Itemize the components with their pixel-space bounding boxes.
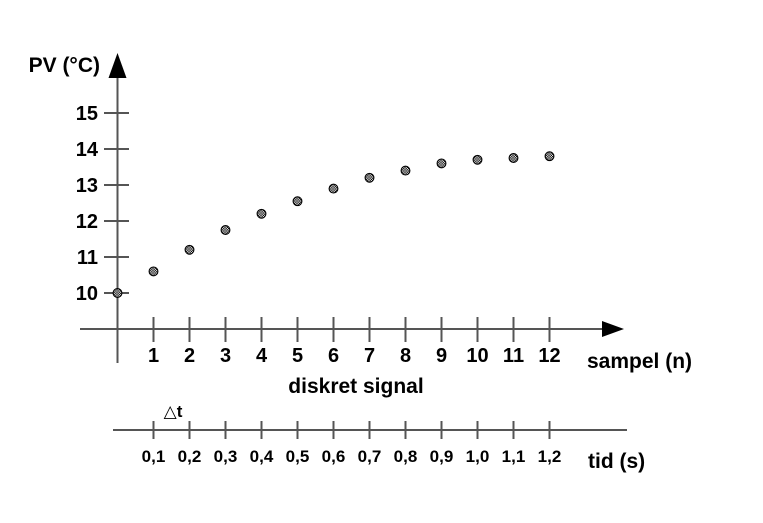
time-tick-label: 0,9	[430, 447, 454, 466]
time-tick-label: 0,3	[214, 447, 238, 466]
x-tick-label: 12	[538, 345, 560, 367]
x-tick-label: 7	[364, 345, 375, 367]
time-tick-label: 0,4	[250, 447, 274, 466]
time-tick-label: 0,5	[286, 447, 310, 466]
x-tick-label: 6	[328, 345, 339, 367]
data-point	[328, 183, 339, 194]
time-tick-label: 0,7	[358, 447, 382, 466]
time-tick-label: 1,0	[466, 447, 490, 466]
y-axis-arrowhead-icon	[108, 53, 127, 78]
x-tick-label: 4	[256, 345, 268, 367]
y-tick-label: 10	[76, 283, 98, 305]
x-tick-label: 1	[148, 345, 159, 367]
data-point	[220, 225, 231, 235]
data-point	[544, 151, 555, 162]
x-axis-title: sampel (n)	[587, 350, 692, 373]
data-point	[436, 158, 447, 169]
time-tick-label: 1,2	[538, 447, 562, 466]
data-point	[184, 244, 195, 255]
data-point	[148, 266, 159, 277]
time-tick-label: 0,1	[142, 447, 166, 466]
y-tick-label: 14	[76, 139, 99, 161]
data-point	[292, 196, 303, 207]
delta-t-annotation: △t	[164, 402, 183, 421]
x-axis-arrowhead-icon	[602, 321, 624, 337]
y-tick-label: 12	[76, 211, 98, 233]
data-point	[364, 172, 375, 183]
y-axis-title: PV (°C)	[29, 54, 100, 77]
data-point	[508, 153, 519, 163]
chart-caption: diskret signal	[288, 375, 423, 398]
x-tick-label: 8	[400, 345, 411, 367]
data-point	[400, 165, 411, 176]
x-tick-label: 10	[466, 345, 488, 367]
time-tick-label: 0,6	[322, 447, 346, 466]
time-axis-title: tid (s)	[588, 450, 645, 473]
x-tick-label: 5	[292, 345, 303, 367]
data-point	[112, 288, 123, 298]
x-tick-label: 2	[184, 345, 195, 367]
time-tick-label: 0,8	[394, 447, 418, 466]
y-tick-label: 13	[76, 175, 98, 197]
x-tick-label: 3	[220, 345, 231, 367]
time-tick-label: 0,2	[178, 447, 202, 466]
x-tick-label: 9	[436, 345, 447, 367]
data-point	[472, 154, 483, 165]
x-tick-label: 11	[503, 345, 524, 367]
data-point	[256, 208, 267, 219]
y-tick-label: 11	[77, 247, 98, 269]
time-tick-label: 1,1	[502, 447, 526, 466]
y-tick-label: 15	[76, 103, 98, 125]
